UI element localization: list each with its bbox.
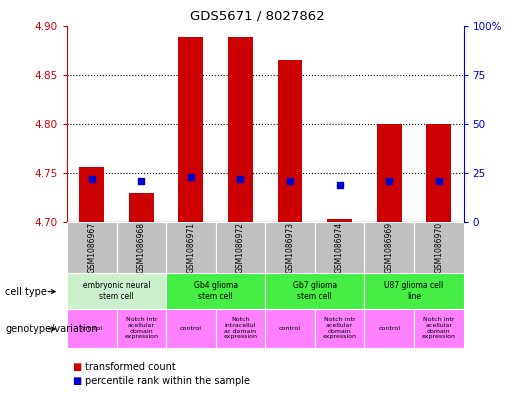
Text: GSM1086969: GSM1086969 [385, 222, 393, 273]
Text: control: control [378, 326, 400, 331]
Text: Notch
intracellul
ar domain
expression: Notch intracellul ar domain expression [224, 317, 258, 339]
Point [335, 182, 344, 188]
Point [187, 174, 195, 180]
Bar [377, 124, 402, 222]
Bar [129, 193, 153, 222]
Bar [426, 124, 451, 222]
Bar [67, 273, 166, 309]
Bar [67, 222, 116, 273]
Text: genotype/variation: genotype/variation [5, 324, 98, 334]
Point [88, 176, 96, 182]
Text: Notch intr
acellular
domain
expression: Notch intr acellular domain expression [422, 317, 456, 339]
Bar [216, 309, 265, 348]
Bar [67, 309, 116, 348]
Bar [216, 222, 265, 273]
Text: GSM1086973: GSM1086973 [285, 222, 295, 273]
Text: embryonic neural
stem cell: embryonic neural stem cell [83, 281, 150, 301]
Text: Gb7 glioma
stem cell: Gb7 glioma stem cell [293, 281, 337, 301]
Text: Notch intr
acellular
domain
expression: Notch intr acellular domain expression [322, 317, 356, 339]
Text: Notch intr
acellular
domain
expression: Notch intr acellular domain expression [124, 317, 158, 339]
Text: control: control [279, 326, 301, 331]
Text: Gb4 glioma
stem cell: Gb4 glioma stem cell [194, 281, 238, 301]
Point [137, 178, 145, 184]
Text: percentile rank within the sample: percentile rank within the sample [85, 376, 250, 386]
Bar [365, 309, 414, 348]
Text: control: control [180, 326, 202, 331]
Text: ■: ■ [72, 362, 81, 373]
Text: GSM1086968: GSM1086968 [137, 222, 146, 273]
Text: GSM1086974: GSM1086974 [335, 222, 344, 273]
Bar [179, 37, 203, 222]
Bar [315, 222, 365, 273]
Text: GSM1086967: GSM1086967 [87, 222, 96, 273]
Bar [365, 222, 414, 273]
Bar [116, 222, 166, 273]
Bar [166, 273, 265, 309]
Text: GSM1086971: GSM1086971 [186, 222, 195, 273]
Bar [116, 309, 166, 348]
Bar [265, 273, 365, 309]
Text: cell type: cell type [5, 286, 47, 297]
Bar [166, 309, 216, 348]
Text: GSM1086972: GSM1086972 [236, 222, 245, 273]
Text: control: control [81, 326, 102, 331]
Point [435, 178, 443, 184]
Bar [414, 309, 464, 348]
Bar [327, 219, 352, 222]
Point [385, 178, 393, 184]
Bar [365, 273, 464, 309]
Point [236, 176, 245, 182]
Text: GDS5671 / 8027862: GDS5671 / 8027862 [190, 10, 325, 23]
Bar [414, 222, 464, 273]
Bar [228, 37, 253, 222]
Text: U87 glioma cell
line: U87 glioma cell line [384, 281, 443, 301]
Bar [265, 222, 315, 273]
Point [286, 178, 294, 184]
Text: GSM1086970: GSM1086970 [434, 222, 443, 273]
Bar [265, 309, 315, 348]
Bar [278, 60, 302, 222]
Bar [79, 167, 104, 222]
Bar [166, 222, 216, 273]
Bar [315, 309, 365, 348]
Text: ■: ■ [72, 376, 81, 386]
Text: transformed count: transformed count [85, 362, 176, 373]
